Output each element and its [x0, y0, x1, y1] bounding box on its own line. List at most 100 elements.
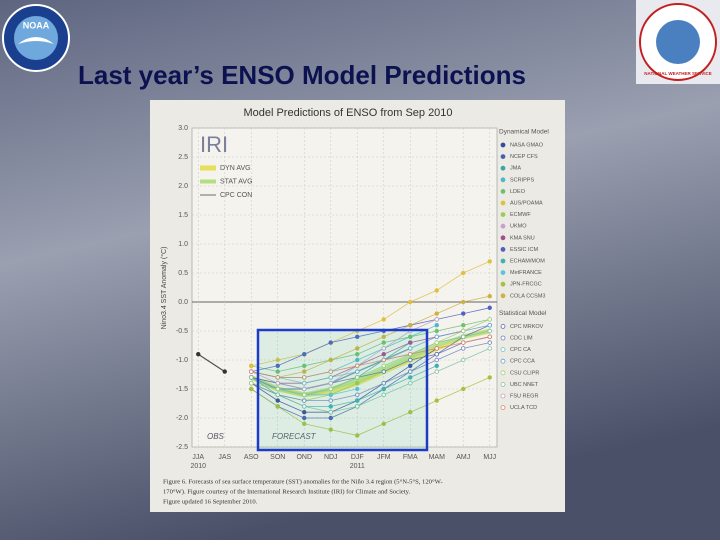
- point: [487, 328, 492, 334]
- point: [275, 357, 280, 363]
- point: [434, 398, 439, 403]
- watermark: IRI: [200, 132, 228, 157]
- point: [487, 305, 492, 310]
- point: [434, 317, 439, 322]
- legend-marker: [500, 381, 506, 387]
- legend-marker: [500, 188, 506, 194]
- point: [381, 381, 386, 386]
- point: [355, 433, 360, 438]
- legend-marker: [500, 270, 506, 276]
- point: [487, 294, 492, 299]
- point: [408, 381, 413, 386]
- plot: -2.5 -2.0 -1.5 -1.0 -0.5 0.0 0.5 1.0 1.5 2.0 2.5 3.…: [163, 125, 549, 506]
- point: [302, 386, 307, 392]
- forecast-label: FORECAST: [272, 432, 317, 441]
- legend-label: ECMWF: [510, 212, 531, 218]
- point: [408, 410, 413, 415]
- logo-bird: [18, 37, 54, 44]
- point: [302, 415, 307, 421]
- point: [355, 392, 360, 397]
- point: [328, 375, 333, 380]
- legend-marker: [500, 370, 506, 376]
- point: [328, 369, 333, 374]
- point: [461, 334, 466, 339]
- point: [434, 369, 439, 374]
- point: [381, 363, 386, 368]
- point: [355, 357, 360, 363]
- point: [381, 392, 386, 397]
- point: [487, 259, 492, 264]
- legend-label: ESSIC ICM: [510, 247, 539, 253]
- point: [249, 386, 254, 392]
- legend-label: FSU REGR: [510, 393, 538, 399]
- point: [328, 392, 333, 397]
- point: [408, 352, 413, 357]
- point: [328, 357, 333, 363]
- legend-label: STAT AVG: [220, 178, 253, 185]
- legend-marker: [500, 165, 506, 171]
- point: [434, 328, 439, 334]
- point: [249, 369, 254, 374]
- y-tick-label: -1.0: [176, 357, 188, 364]
- legend-label: UCLA TCD: [510, 405, 537, 411]
- point: [408, 363, 413, 368]
- point: [355, 352, 360, 357]
- y-axis-label: Nino3.4 SST Anomaly (°C): [160, 247, 168, 330]
- legend-heading: Statistical Model: [499, 310, 547, 317]
- y-tick-label: -0.5: [176, 328, 188, 335]
- point: [381, 352, 386, 357]
- logo-disc: [656, 20, 700, 64]
- point: [249, 363, 254, 368]
- point: [434, 363, 439, 368]
- point: [487, 334, 492, 339]
- legend-label: UKMO: [510, 224, 527, 230]
- legend-marker: [500, 293, 506, 299]
- point: [302, 352, 307, 357]
- point: [381, 357, 386, 363]
- legend-label: CPC MRKOV: [510, 324, 544, 330]
- y-tick-label: -2.0: [176, 415, 188, 422]
- point: [434, 340, 439, 345]
- point: [302, 381, 307, 386]
- point: [196, 352, 201, 357]
- legend-label: JMA: [510, 166, 521, 172]
- point: [434, 288, 439, 293]
- y-tick-label: 1.5: [178, 212, 188, 219]
- y-tick-label: 2.5: [178, 154, 188, 161]
- nws-logo: NATIONAL WEATHER SERVICE: [636, 0, 720, 84]
- point: [408, 334, 413, 339]
- point: [461, 357, 466, 363]
- point: [275, 363, 280, 368]
- point: [328, 398, 333, 403]
- point: [275, 381, 280, 386]
- legend-label: JPN-FRCGC: [510, 282, 542, 288]
- series-line: [251, 324, 490, 390]
- legend-label: UBC NNET: [510, 382, 539, 388]
- legend-marker: [500, 405, 506, 411]
- legend-label: KMA SNU: [510, 235, 535, 241]
- point: [461, 270, 466, 276]
- point: [408, 357, 413, 363]
- legend-label: CSU CLIPR: [510, 370, 539, 376]
- point: [328, 415, 333, 421]
- point: [408, 299, 413, 305]
- legend-label: CPC CA: [510, 347, 531, 353]
- x-tick-label: JAS: [218, 454, 231, 461]
- legend-marker: [500, 323, 506, 329]
- legend-marker: [500, 177, 506, 183]
- plot-area: [191, 127, 498, 448]
- point: [487, 346, 492, 351]
- point: [302, 363, 307, 368]
- x-tick-label: NDJ: [324, 454, 338, 461]
- x-tick-label: JJA: [192, 454, 204, 461]
- legend-label: MetFRANCE: [510, 270, 542, 276]
- y-tick-label: 3.0: [178, 125, 188, 132]
- point: [328, 410, 333, 415]
- legend-marker: [500, 223, 506, 229]
- x-tick-label: FMA: [403, 454, 418, 461]
- point: [461, 323, 466, 328]
- point: [275, 375, 280, 380]
- x-year-label: 2010: [190, 463, 206, 470]
- point: [275, 369, 280, 374]
- point: [434, 357, 439, 363]
